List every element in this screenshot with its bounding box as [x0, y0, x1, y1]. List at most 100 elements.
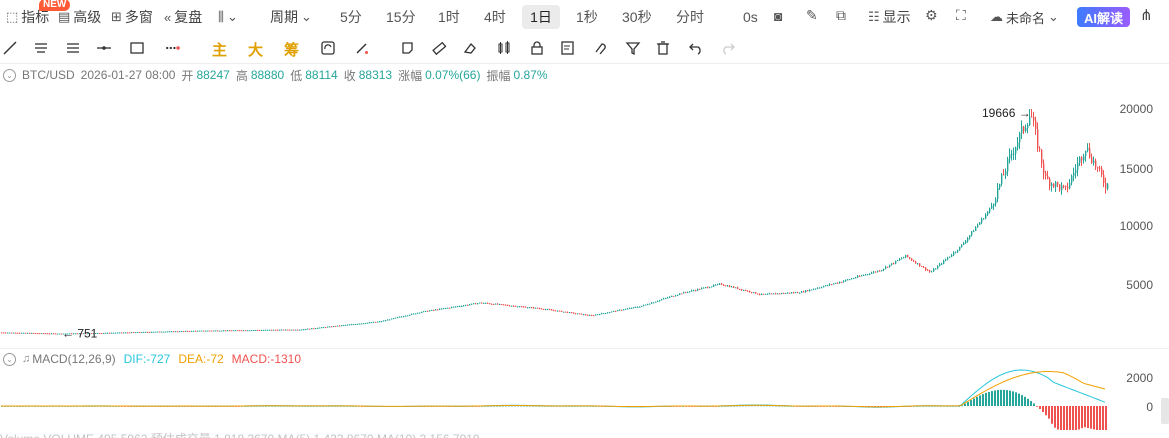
macd-bar — [1051, 406, 1053, 424]
candle-body — [115, 332, 117, 334]
candle-body — [629, 307, 631, 309]
candle-body — [631, 307, 633, 309]
tab-5min[interactable]: 5分 — [340, 9, 362, 25]
template-icon[interactable] — [558, 39, 578, 57]
refresh-icon[interactable] — [318, 39, 338, 57]
trash-icon[interactable] — [653, 39, 673, 57]
candle-body — [929, 270, 931, 272]
candle-body — [463, 305, 465, 307]
candle-body — [717, 284, 719, 286]
filter-icon[interactable] — [623, 39, 643, 57]
advanced-button[interactable]: ▤ 高级 — [54, 4, 105, 30]
more-tools-icon[interactable] — [162, 39, 184, 57]
parallel-lines-icon[interactable] — [63, 39, 83, 57]
candle-tool-icon[interactable] — [494, 39, 514, 57]
y-axis-tick: 20000 — [1119, 102, 1153, 116]
candle-body — [739, 288, 741, 290]
display-button[interactable]: ☷ 显示 — [864, 4, 915, 30]
candle-body — [675, 295, 677, 297]
candle-body — [705, 287, 707, 289]
macd-chart[interactable] — [0, 366, 1169, 430]
trend-line-icon[interactable] — [0, 39, 20, 57]
macd-bar — [1105, 406, 1107, 430]
candle-body — [737, 287, 739, 289]
ruler-icon[interactable] — [429, 39, 449, 57]
candle-body — [771, 293, 773, 295]
candle-body — [573, 312, 575, 314]
camera-icon[interactable]: ◙ — [774, 8, 783, 24]
macd-bar — [1003, 389, 1005, 406]
ai-analysis-button[interactable]: AI解读 — [1077, 7, 1131, 27]
multi-window-button[interactable]: ⊞ 多窗 — [107, 4, 157, 30]
candle-body — [121, 332, 123, 334]
candle-body — [351, 324, 353, 326]
large-order-button[interactable]: 大 — [248, 42, 264, 59]
layout-dropdown[interactable]: ☁ 未命名 ⌄ — [986, 4, 1063, 30]
chip-distribution-button[interactable]: 筹 — [284, 42, 300, 59]
tab-1h[interactable]: 1时 — [438, 9, 460, 25]
candle-body — [825, 285, 827, 287]
list-icon: ☷ — [868, 9, 880, 24]
scrollbar[interactable] — [1161, 398, 1169, 424]
annotation-icon[interactable] — [398, 39, 418, 57]
collapse-icon[interactable]: ⌄ — [3, 68, 16, 82]
candle-body — [483, 302, 485, 304]
candle-body — [45, 333, 47, 335]
change-label: 涨幅 — [398, 68, 423, 83]
candle-body — [685, 292, 687, 294]
fullscreen-icon[interactable]: ⛶ — [956, 7, 966, 23]
tab-1d[interactable]: 1日 — [522, 5, 560, 29]
candle-body — [813, 288, 815, 290]
candle-body — [1089, 147, 1091, 158]
chart-type-dropdown[interactable]: ⫼ ⌄ — [214, 4, 242, 30]
candle-body — [419, 312, 421, 314]
pen-icon[interactable]: ✎ — [806, 7, 818, 23]
copy-icon[interactable]: ⧉ — [836, 7, 846, 23]
bell-icon[interactable]: ♫ — [22, 353, 31, 365]
collapse-icon[interactable]: ⌄ — [3, 352, 16, 366]
main-force-button[interactable]: 主 — [212, 42, 228, 59]
symbol-label: BTC/USD — [22, 68, 75, 82]
rectangle-icon[interactable] — [127, 39, 147, 57]
undo-icon[interactable] — [686, 39, 706, 57]
candlestick-chart[interactable]: 19666 → ← 751 — [0, 84, 1169, 348]
candle-body — [429, 310, 431, 312]
candle-body — [1097, 167, 1099, 169]
period-dropdown[interactable]: 周期 ⌄ — [266, 4, 316, 30]
share-icon[interactable]: ⋔ — [1140, 7, 1153, 24]
candle-body — [395, 317, 397, 319]
tab-30s[interactable]: 30秒 — [622, 9, 652, 25]
horizontal-ray-icon[interactable] — [94, 39, 114, 57]
candle-body — [375, 321, 377, 323]
eraser-icon[interactable] — [460, 39, 480, 57]
candle-body — [979, 222, 981, 225]
candle-body — [353, 324, 355, 326]
magnet-icon[interactable] — [590, 39, 610, 57]
candle-body — [973, 230, 975, 232]
candle-body — [65, 333, 67, 335]
candle-body — [623, 309, 625, 311]
tab-4h[interactable]: 4时 — [484, 9, 506, 25]
candle-body — [477, 303, 479, 305]
candle-body — [615, 310, 617, 312]
tab-1s[interactable]: 1秒 — [576, 9, 598, 25]
advanced-label: 高级 — [73, 9, 102, 25]
candle-body — [39, 333, 41, 335]
candle-body — [725, 285, 727, 287]
candle-body — [661, 299, 663, 301]
horizontal-lines-icon[interactable] — [31, 39, 51, 57]
tab-15min[interactable]: 15分 — [386, 9, 416, 25]
redo-icon[interactable] — [718, 39, 738, 57]
magic-tool-icon[interactable] — [352, 39, 372, 57]
candle-body — [311, 328, 313, 330]
candle-body — [131, 332, 133, 334]
candle-body — [35, 333, 37, 335]
replay-button[interactable]: « 复盘 — [160, 4, 206, 30]
settings-icon[interactable]: ⚙ — [925, 7, 938, 23]
candle-body — [49, 333, 51, 335]
tab-timeline[interactable]: 分时 — [676, 9, 704, 25]
candle-body — [87, 333, 89, 335]
lock-icon[interactable] — [527, 39, 547, 57]
candle-body — [413, 313, 415, 315]
indicator-button[interactable]: ⬚ 指标 — [2, 4, 53, 30]
